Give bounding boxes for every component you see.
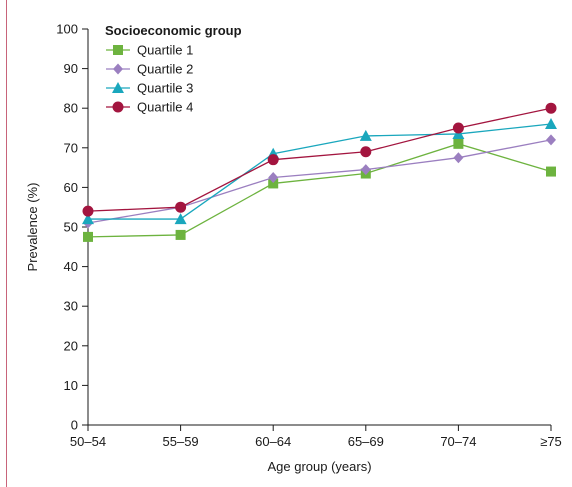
data-point — [175, 229, 186, 240]
y-tick-label: 50 — [64, 220, 78, 235]
data-point — [546, 134, 556, 146]
legend-entry: Quartile 3 — [106, 81, 193, 96]
series-1 — [83, 138, 556, 242]
x-axis-title: Age group (years) — [267, 459, 371, 474]
series-4 — [82, 102, 557, 217]
legend-label: Quartile 2 — [137, 62, 193, 77]
data-point — [546, 166, 556, 177]
data-point — [82, 205, 94, 217]
legend-swatch-marker — [112, 101, 124, 113]
axes: 0 10 20 30 40 50 60 70 80 90 100 50–54 55–59 60–64 65–… — [56, 22, 562, 450]
data-point — [545, 102, 557, 114]
data-point — [360, 164, 371, 176]
y-tick-label: 10 — [64, 378, 78, 393]
y-tick-label: 0 — [71, 418, 78, 433]
left-border — [6, 0, 7, 487]
data-point — [174, 213, 187, 225]
y-tick-label: 80 — [64, 101, 78, 116]
data-point — [360, 146, 372, 158]
legend-label: Quartile 1 — [137, 43, 193, 58]
y-tick-label: 90 — [64, 61, 78, 76]
legend-title: Socioeconomic group — [105, 23, 242, 38]
x-tick-label: 50–54 — [70, 434, 106, 449]
series-line — [87, 107, 552, 212]
x-tick-label: 70–74 — [440, 434, 476, 449]
series-line — [87, 143, 552, 238]
y-tick-label: 30 — [64, 299, 78, 314]
series-2 — [83, 134, 556, 229]
legend: Quartile 1 Quartile 2 Quartile 3 Quartile 4 — [106, 43, 193, 115]
legend-swatch-marker — [113, 45, 123, 55]
y-tick-label: 20 — [64, 338, 78, 353]
x-tick-label: 60–64 — [255, 434, 291, 449]
data-point — [268, 178, 279, 189]
data-point — [268, 172, 279, 183]
series-line — [88, 123, 552, 220]
data-point — [175, 201, 187, 213]
data-point — [545, 118, 557, 130]
legend-entry: Quartile 4 — [106, 100, 193, 115]
legend-swatch-marker — [112, 82, 124, 93]
data-point — [359, 129, 372, 141]
legend-label: Quartile 3 — [137, 81, 193, 96]
data-point — [83, 231, 93, 242]
y-tick-label: 60 — [64, 180, 78, 195]
legend-swatch-marker — [113, 63, 123, 75]
y-tick-label: 40 — [64, 259, 78, 274]
data-point — [453, 138, 464, 149]
legend-entry: Quartile 1 — [106, 43, 193, 58]
legend-label: Quartile 4 — [137, 100, 193, 115]
x-tick-label: 65–69 — [348, 434, 384, 449]
series-line — [87, 139, 552, 224]
x-tick-label: 55–59 — [163, 434, 199, 449]
data-point — [82, 213, 94, 225]
y-axis-title: Prevalence (%) — [25, 183, 40, 272]
y-tick-label: 70 — [64, 140, 78, 155]
y-tick-label: 100 — [56, 22, 78, 37]
x-tick-label: ≥75 — [540, 434, 562, 449]
legend-entry: Quartile 2 — [106, 62, 193, 77]
series-layer — [82, 102, 557, 242]
data-point — [267, 154, 279, 166]
data-point — [453, 152, 464, 164]
data-point — [452, 122, 464, 134]
